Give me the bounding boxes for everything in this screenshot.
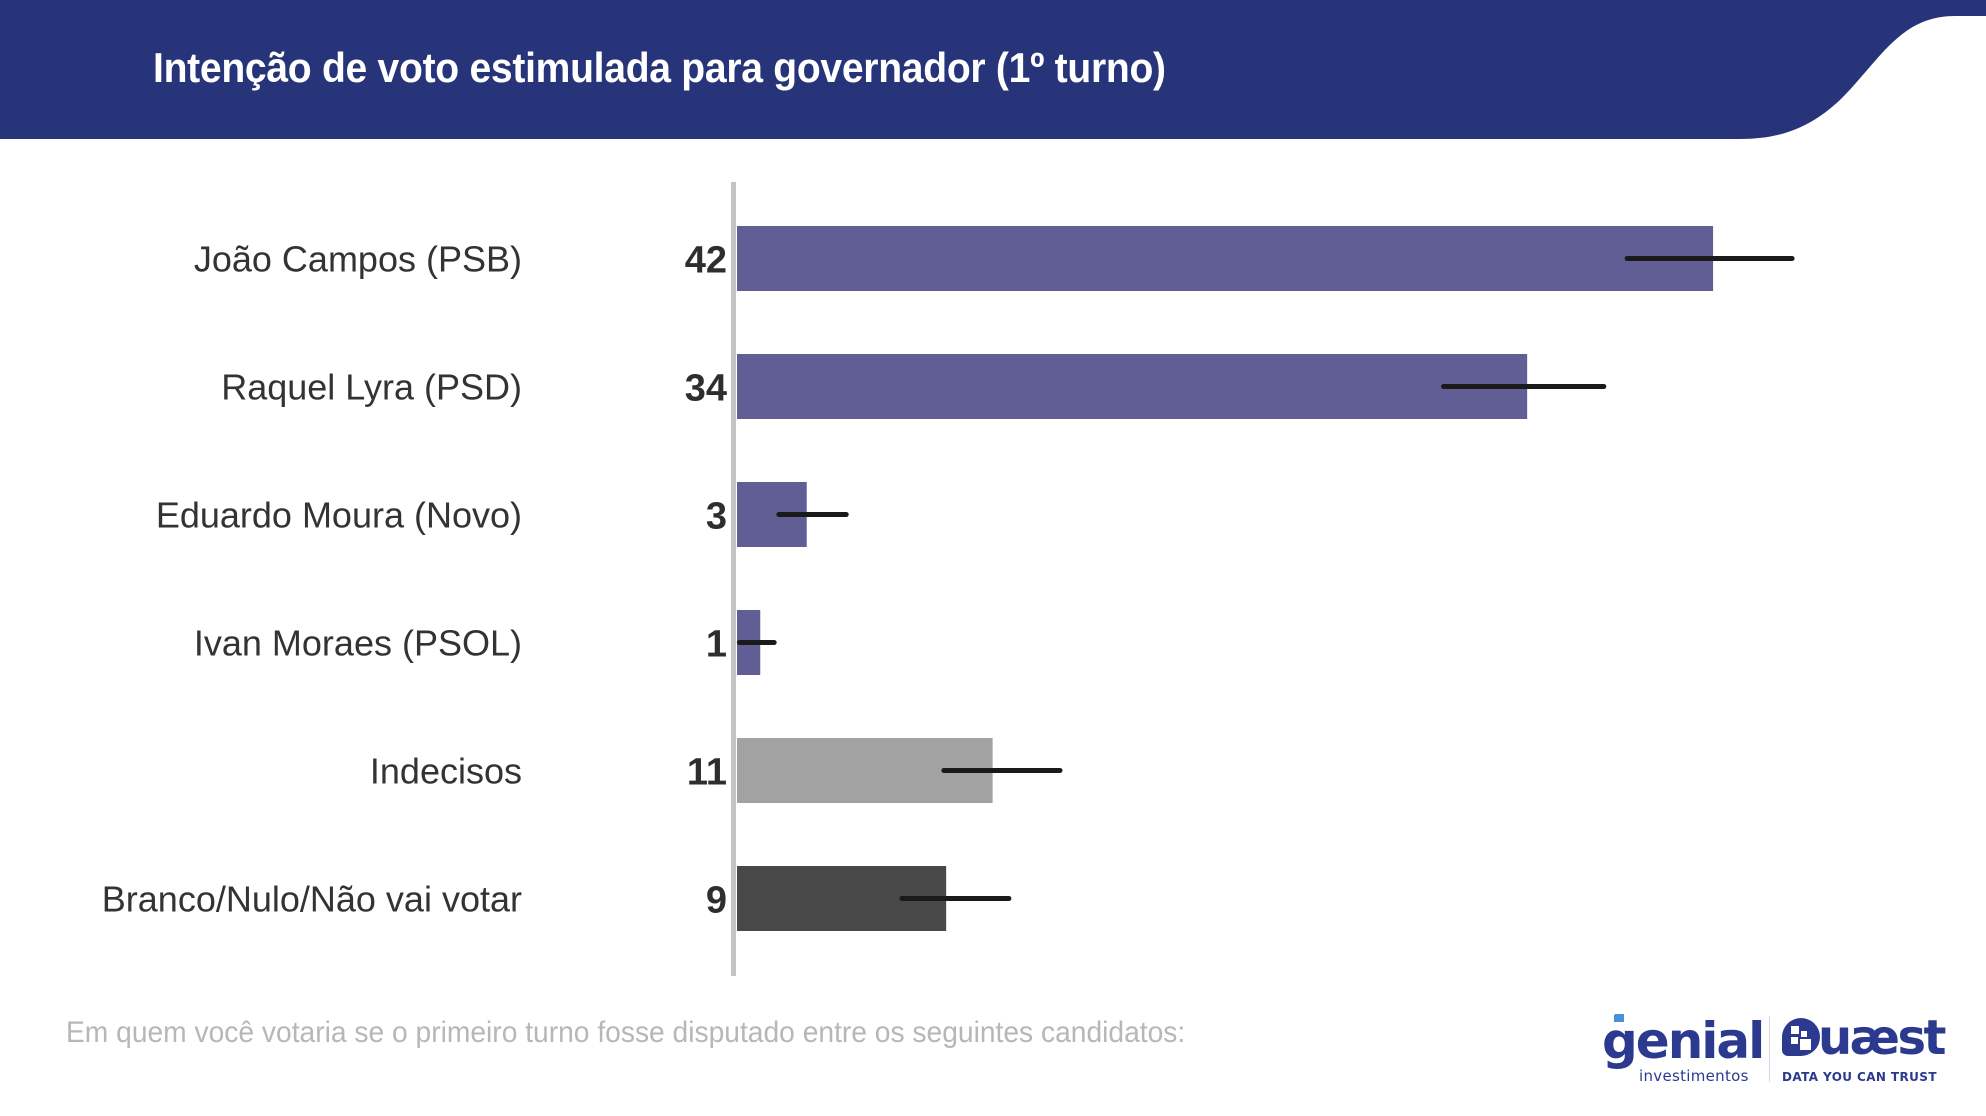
bar	[737, 354, 1528, 419]
logos: genial investimentos uæst DATA YOU CAN T…	[1600, 1010, 1946, 1090]
page-title: Intenção de voto estimulada para governa…	[153, 44, 1166, 91]
category-label: Eduardo Moura (Novo)	[156, 495, 522, 536]
header-band-shape	[0, 0, 1986, 139]
value-label: 1	[706, 624, 727, 666]
value-label: 9	[706, 880, 727, 922]
genial-wordmark: genial	[1602, 1012, 1765, 1070]
category-label: Indecisos	[370, 751, 522, 792]
category-label: Ivan Moraes (PSOL)	[194, 623, 522, 664]
category-label: João Campos (PSB)	[194, 239, 522, 280]
quaest-wordmark: uæst	[1818, 1010, 1946, 1066]
quaest-q-icon	[1782, 1018, 1820, 1056]
question-footnote: Em quem você votaria se o primeiro turno…	[66, 1016, 1186, 1049]
value-label: 11	[687, 752, 727, 794]
genial-accent-icon	[1614, 1014, 1624, 1022]
header-band	[0, 0, 1986, 139]
bars-layer	[737, 226, 1714, 931]
category-label: Branco/Nulo/Não vai votar	[102, 879, 522, 920]
category-labels: João Campos (PSB) Raquel Lyra (PSD) Eduard…	[102, 239, 522, 920]
bar-chart: João Campos (PSB) Raquel Lyra (PSD) Eduard…	[102, 182, 1795, 976]
quaest-tagline: DATA YOU CAN TRUST	[1782, 1070, 1937, 1084]
bar	[737, 226, 1714, 291]
genial-logo: genial investimentos	[1602, 1010, 1765, 1090]
category-label: Raquel Lyra (PSD)	[221, 367, 522, 408]
value-label: 3	[706, 496, 727, 538]
logo-divider	[1769, 1016, 1770, 1082]
value-label: 42	[685, 240, 727, 282]
quaest-logo: uæst DATA YOU CAN TRUST	[1782, 1010, 1946, 1090]
error-bars-layer	[736, 256, 1795, 901]
genial-subtitle: investimentos	[1639, 1067, 1749, 1085]
value-label: 34	[685, 368, 727, 410]
y-axis-line	[731, 182, 736, 976]
